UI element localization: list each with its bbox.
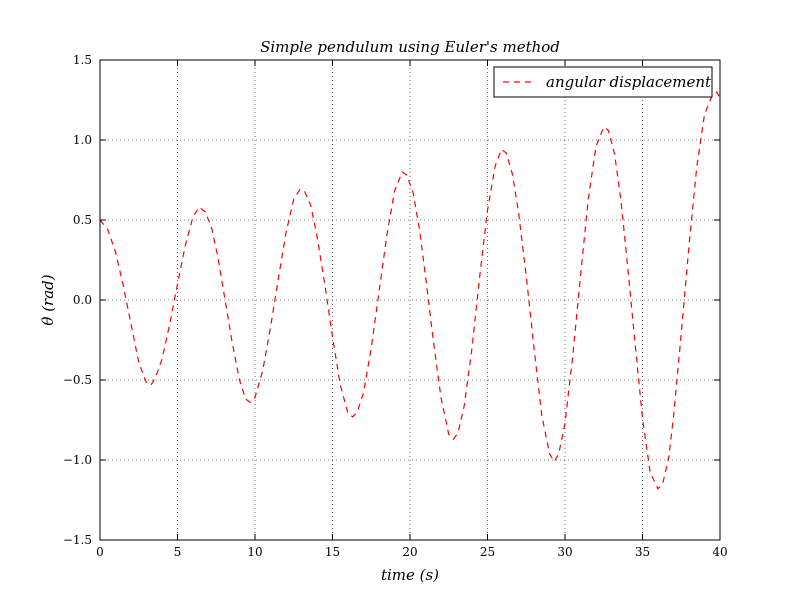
x-tick-label-7: 35 [635, 545, 650, 559]
x-ticks-layer: 0 5 10 15 20 25 30 35 40 [96, 60, 728, 559]
x-tick-label-8: 40 [712, 545, 727, 559]
y-tick-label-3: 0.0 [73, 293, 92, 307]
x-tick-label-2: 10 [247, 545, 262, 559]
x-tick-label-3: 15 [325, 545, 340, 559]
chart-title: Simple pendulum using Euler's method [260, 38, 560, 56]
y-tick-label-2: −0.5 [63, 373, 92, 387]
x-tick-label-1: 5 [174, 545, 182, 559]
x-tick-label-5: 25 [480, 545, 495, 559]
series-line-angular-displacement [99, 91, 721, 490]
x-tick-label-4: 20 [402, 545, 417, 559]
legend: angular displacement [493, 66, 713, 98]
y-tick-label-6: 1.5 [73, 53, 92, 67]
y-tick-label-5: 1.0 [73, 133, 92, 147]
x-tick-label-0: 0 [96, 545, 104, 559]
y-tick-label-0: −1.5 [63, 533, 92, 547]
y-tick-label-1: −1.0 [63, 453, 92, 467]
y-ticks-layer: −1.5 −1.0 −0.5 0.0 0.5 1.0 1.5 [63, 53, 720, 547]
y-axis-label: θ (rad) [39, 274, 57, 325]
legend-label-angular-displacement: angular displacement [546, 73, 712, 91]
plot-area: 0 5 10 15 20 25 30 35 40 −1.5 −1.0 −0.5 0.0 0.5 1.0 1.… [63, 53, 728, 559]
x-tick-label-6: 30 [557, 545, 572, 559]
x-axis-label: time (s) [381, 566, 439, 584]
y-tick-label-4: 0.5 [73, 213, 92, 227]
